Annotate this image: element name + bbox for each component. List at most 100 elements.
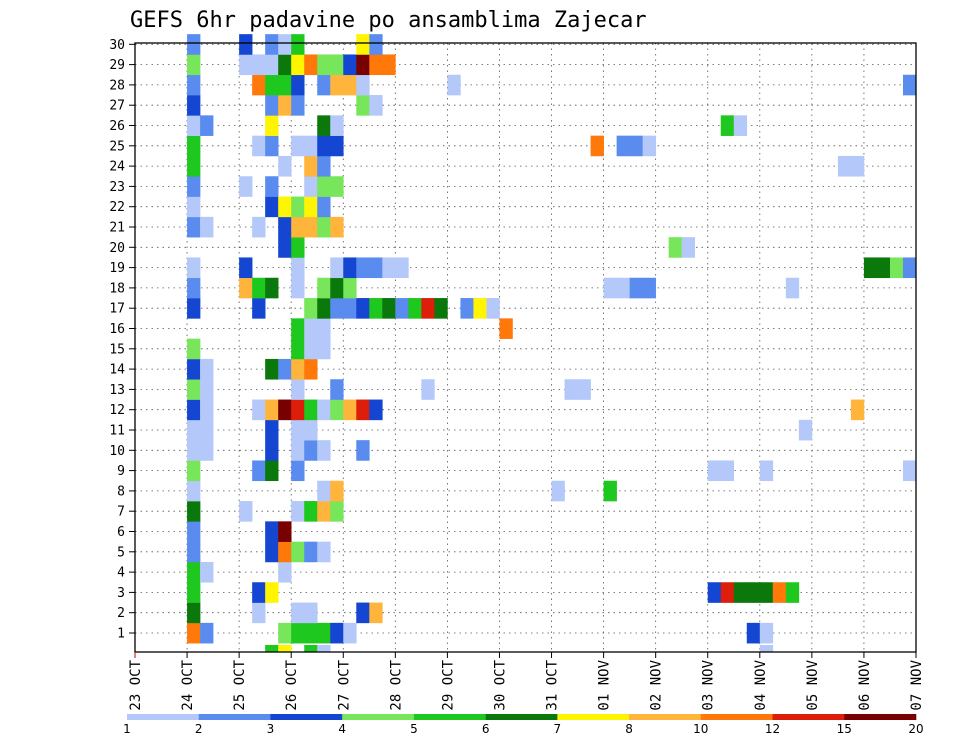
y-tick-label: 1 xyxy=(117,627,125,642)
x-tick-label: 29 OCT xyxy=(440,659,456,710)
x-tick-label: 03 NOV xyxy=(701,659,717,710)
y-tick-label: 20 xyxy=(109,241,125,256)
y-tick-label: 6 xyxy=(117,525,125,540)
precip-cell xyxy=(278,74,292,96)
precip-cell xyxy=(304,196,318,218)
y-tick-label: 5 xyxy=(117,545,125,560)
y-tick-label: 13 xyxy=(109,383,125,398)
precip-cell xyxy=(265,34,279,55)
precip-cell xyxy=(330,501,344,522)
y-tick-label: 27 xyxy=(109,99,125,114)
precip-cell xyxy=(499,318,513,339)
precip-cell xyxy=(356,95,370,116)
precip-cell xyxy=(291,338,305,360)
precip-cell xyxy=(317,277,331,299)
precip-cell xyxy=(772,582,787,603)
precip-cell xyxy=(330,399,344,421)
y-axis: 1234567891011121314151617181920212223242… xyxy=(109,38,135,642)
precip-cell xyxy=(798,419,813,441)
precip-cell xyxy=(317,54,331,76)
colorbar-label: 15 xyxy=(837,722,852,736)
precip-cell xyxy=(187,54,201,76)
colorbar-label: 12 xyxy=(765,722,780,736)
precip-cell xyxy=(356,399,370,421)
precip-cell xyxy=(187,216,201,238)
precip-cell xyxy=(317,480,331,502)
colorbar-label: 2 xyxy=(195,722,203,736)
precip-cell xyxy=(343,74,357,96)
precip-cell xyxy=(304,399,318,421)
y-tick-label: 21 xyxy=(109,221,125,236)
colorbar-swatch xyxy=(413,714,486,720)
precip-cell xyxy=(304,298,318,319)
precip-cell xyxy=(291,358,305,380)
y-tick-label: 16 xyxy=(109,322,125,337)
precip-cell xyxy=(291,216,305,238)
precip-cell xyxy=(200,419,214,441)
precip-cell xyxy=(291,196,305,218)
precip-cell xyxy=(720,582,735,603)
precip-cell xyxy=(291,501,305,522)
precip-cell xyxy=(265,95,279,116)
precip-cell xyxy=(369,399,383,421)
x-tick-label: 06 NOV xyxy=(857,659,873,710)
precip-cell xyxy=(317,501,331,522)
precip-cell xyxy=(291,135,305,157)
precip-cell xyxy=(200,440,214,461)
precip-cell xyxy=(265,54,279,76)
precip-cell xyxy=(187,257,201,279)
y-tick-label: 10 xyxy=(109,444,125,459)
precip-cell xyxy=(252,460,266,482)
precip-cell xyxy=(720,460,735,482)
precip-cell xyxy=(603,480,617,502)
y-tick-label: 19 xyxy=(109,261,125,276)
y-tick-label: 22 xyxy=(109,200,125,215)
precip-cell xyxy=(291,460,305,482)
precip-cell xyxy=(291,237,305,258)
y-tick-label: 17 xyxy=(109,302,125,317)
precip-cell xyxy=(239,501,253,522)
precip-cell xyxy=(187,399,201,421)
precip-cell xyxy=(720,115,735,136)
grid-lines xyxy=(135,43,916,652)
precip-cell xyxy=(187,561,201,583)
precip-cell xyxy=(187,602,201,624)
precip-cell xyxy=(304,155,318,177)
precip-cell xyxy=(317,176,331,197)
precip-cell xyxy=(291,257,305,279)
precip-cell xyxy=(278,622,292,644)
precip-cell xyxy=(265,74,279,96)
precip-cell xyxy=(187,440,201,461)
precip-cell xyxy=(356,298,370,319)
precip-cell xyxy=(330,216,344,238)
chart-title: GEFS 6hr padavine po ansamblima Zajecar xyxy=(130,8,647,33)
precip-cell xyxy=(304,358,318,380)
precip-cell xyxy=(317,298,331,319)
precip-cell xyxy=(356,257,370,279)
precip-cell xyxy=(278,196,292,218)
precip-cell xyxy=(850,399,865,421)
precip-cell xyxy=(382,257,396,279)
precip-cell xyxy=(317,622,331,644)
precip-cell xyxy=(733,582,748,603)
precip-cell xyxy=(291,379,305,400)
colorbar-swatch xyxy=(844,714,917,720)
precip-cell xyxy=(200,379,214,400)
precip-cell xyxy=(265,399,279,421)
precip-cell xyxy=(902,74,917,96)
precip-cell xyxy=(187,501,201,522)
x-tick-label: 31 OCT xyxy=(545,659,561,710)
y-tick-label: 30 xyxy=(109,38,125,53)
precip-cell xyxy=(356,34,370,55)
precip-cell xyxy=(265,176,279,197)
precip-cell xyxy=(356,74,370,96)
x-tick-label: 02 NOV xyxy=(649,659,665,710)
precip-cell xyxy=(668,237,682,258)
colorbar-label: 1 xyxy=(123,722,131,736)
precip-cell xyxy=(759,645,774,652)
precip-cell xyxy=(408,298,422,319)
precip-cell xyxy=(291,440,305,461)
precip-cell xyxy=(356,440,370,461)
y-tick-label: 15 xyxy=(109,342,125,357)
